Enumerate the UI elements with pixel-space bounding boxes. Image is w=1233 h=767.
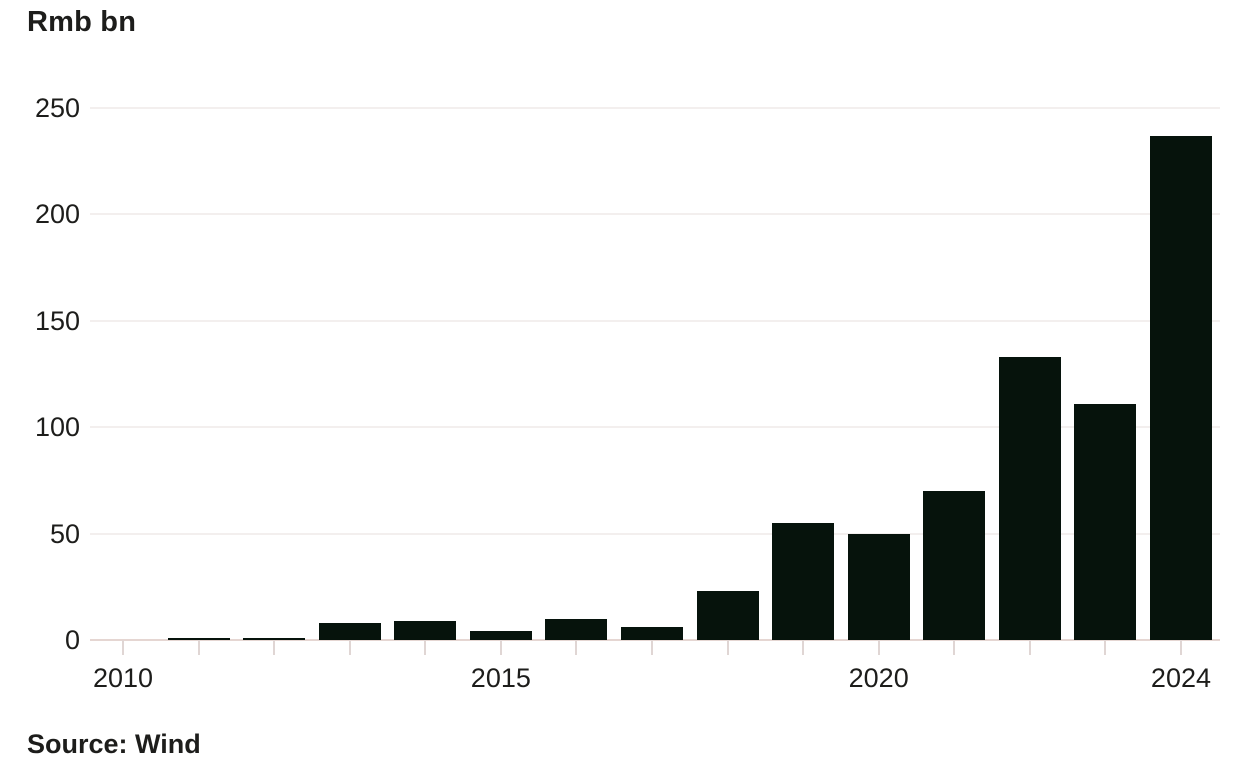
x-tick-label-2010: 2010 <box>92 663 154 693</box>
bar-2018 <box>696 591 759 640</box>
x-tick-2012 <box>273 640 276 655</box>
gridline-250 <box>90 107 1220 109</box>
x-tick-2023 <box>1104 640 1107 655</box>
x-tick-2024 <box>1179 640 1182 655</box>
bar-2022 <box>998 356 1061 640</box>
bar-2013 <box>318 622 381 640</box>
bar-2019 <box>772 522 835 640</box>
bar-2024 <box>1149 135 1212 640</box>
x-tick-2018 <box>726 640 729 655</box>
source-note: Source: Wind <box>27 729 201 759</box>
gridline-200 <box>90 213 1220 216</box>
x-tick-label-2015: 2015 <box>470 663 531 693</box>
gridline-100 <box>90 426 1220 429</box>
y-tick-label-150: 150 <box>34 305 80 336</box>
x-tick-2019 <box>802 640 805 655</box>
x-tick-label-2020: 2020 <box>848 663 909 693</box>
gridline-150 <box>90 319 1220 322</box>
x-tick-2015 <box>499 640 502 655</box>
bar-2020 <box>847 533 910 640</box>
x-axis-zero-line <box>90 639 1220 641</box>
bar-2014 <box>394 620 457 640</box>
x-tick-2022 <box>1028 640 1031 655</box>
x-tick-2014 <box>424 640 427 655</box>
bar-2017 <box>620 627 683 640</box>
x-tick-2016 <box>575 640 578 655</box>
x-tick-2017 <box>650 640 653 655</box>
y-tick-label-50: 50 <box>49 518 80 549</box>
x-tick-label-2024: 2024 <box>1150 663 1211 693</box>
bar-2012 <box>243 637 306 640</box>
y-tick-label-100: 100 <box>34 412 80 443</box>
bar-2015 <box>469 631 532 640</box>
x-tick-2021 <box>953 640 956 655</box>
bar-2021 <box>923 491 986 640</box>
y-tick-label-200: 200 <box>34 199 80 230</box>
bar-2011 <box>167 637 230 640</box>
y-tick-label-0: 0 <box>64 625 80 655</box>
bar-2023 <box>1074 403 1137 640</box>
x-tick-2013 <box>348 640 351 655</box>
bar-2016 <box>545 618 608 640</box>
gridline-50 <box>90 532 1220 535</box>
x-tick-2011 <box>197 640 200 655</box>
y-axis-unit-label: Rmb bn <box>27 6 137 38</box>
x-tick-2010 <box>122 640 124 655</box>
y-tick-label-250: 250 <box>34 93 80 123</box>
x-tick-2020 <box>877 640 880 655</box>
